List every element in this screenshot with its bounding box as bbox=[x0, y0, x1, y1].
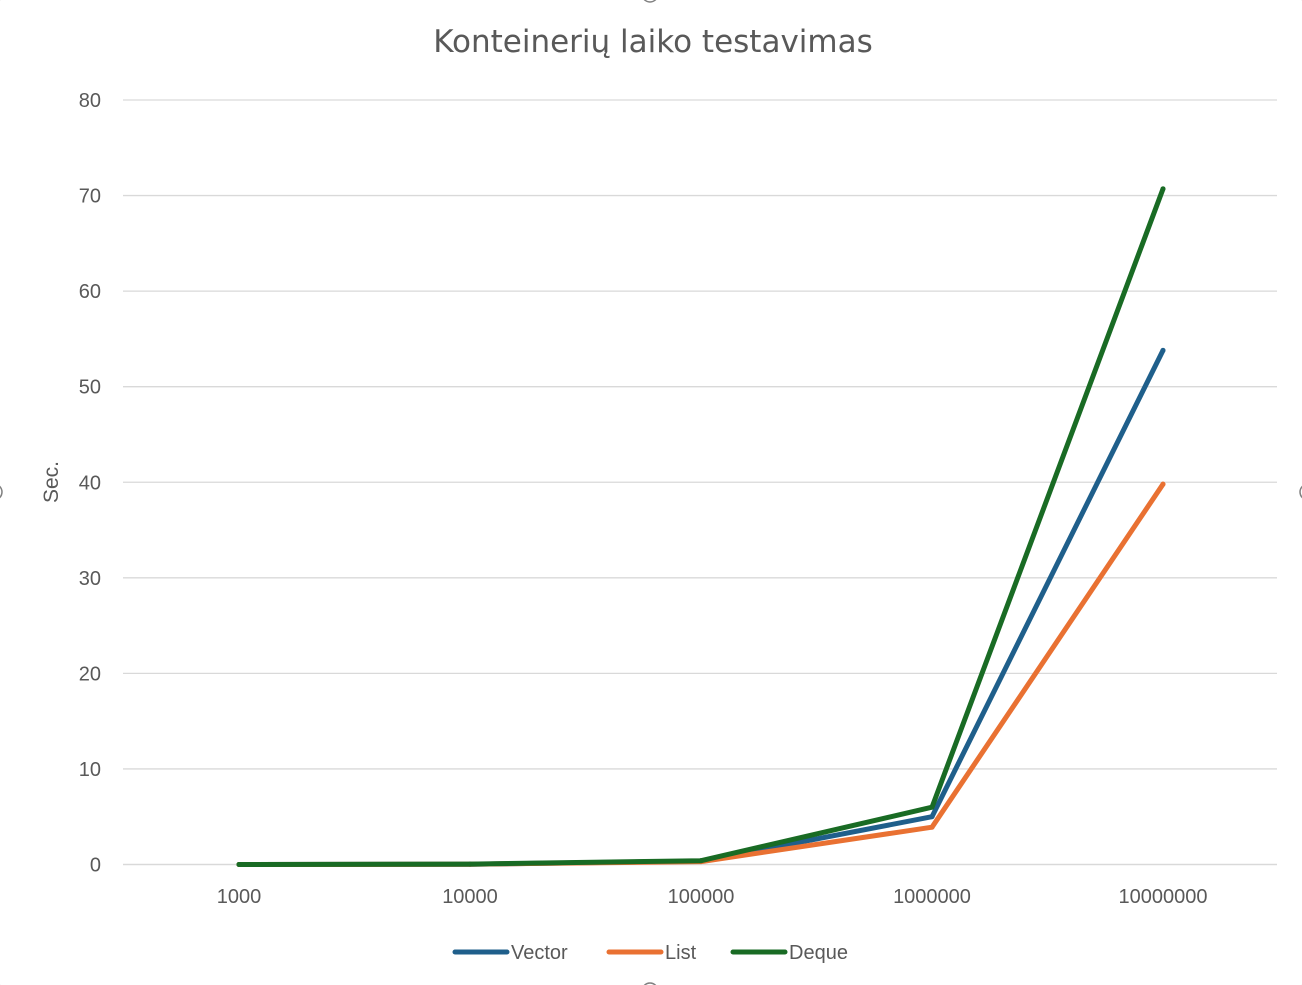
x-tick-label-100000: 100000 bbox=[668, 886, 735, 908]
data-point-vector-10000000[interactable] bbox=[1160, 347, 1166, 353]
y-tick-label-40: 40 bbox=[79, 472, 101, 494]
selection-handle-top[interactable] bbox=[642, 0, 658, 3]
legend-item-deque[interactable]: Deque bbox=[730, 942, 848, 964]
series-line-vector[interactable] bbox=[236, 347, 1166, 867]
y-tick-label-70: 70 bbox=[79, 186, 101, 208]
series-line-deque[interactable] bbox=[236, 186, 1166, 867]
legend-item-vector[interactable]: Vector bbox=[452, 942, 568, 964]
data-point-deque-10000[interactable] bbox=[467, 861, 473, 867]
data-point-list-10000000[interactable] bbox=[1160, 481, 1166, 487]
x-tick-label-1000000: 1000000 bbox=[893, 886, 971, 908]
y-tick-label-60: 60 bbox=[79, 281, 101, 303]
y-tick-label-30: 30 bbox=[79, 568, 101, 590]
selection-handle-bottom[interactable] bbox=[642, 982, 658, 985]
y-tick-label-20: 20 bbox=[79, 663, 101, 685]
y-tick-label-50: 50 bbox=[79, 377, 101, 399]
selection-handle-left[interactable] bbox=[0, 484, 3, 500]
x-axis-ticks: 1000 10000 100000 1000000 10000000 bbox=[217, 886, 1208, 908]
data-point-list-1000000[interactable] bbox=[929, 824, 935, 830]
plot-series bbox=[236, 186, 1166, 867]
y-axis-ticks: 0 10 20 30 40 50 60 70 80 bbox=[79, 90, 101, 877]
y-tick-label-10: 10 bbox=[79, 759, 101, 781]
x-tick-label-10000000: 10000000 bbox=[1119, 886, 1208, 908]
selection-handle-top-left[interactable] bbox=[0, 0, 2, 2]
series-line-list[interactable] bbox=[236, 481, 1166, 867]
data-point-deque-10000000[interactable] bbox=[1160, 186, 1166, 192]
legend[interactable]: Vector List Deque bbox=[452, 942, 848, 964]
data-point-deque-100000[interactable] bbox=[698, 858, 704, 864]
legend-label-vector: Vector bbox=[511, 942, 568, 964]
legend-label-list: List bbox=[665, 942, 697, 964]
y-tick-label-0: 0 bbox=[90, 855, 101, 877]
legend-label-deque: Deque bbox=[789, 942, 848, 964]
data-point-vector-1000000[interactable] bbox=[929, 814, 935, 820]
data-point-deque-1000[interactable] bbox=[236, 862, 242, 867]
data-point-deque-1000000[interactable] bbox=[929, 804, 935, 810]
gridlines bbox=[123, 99, 1277, 866]
x-tick-label-10000: 10000 bbox=[442, 886, 498, 908]
selection-handle-right[interactable] bbox=[1299, 484, 1302, 500]
y-axis-label[interactable]: Sec. bbox=[40, 461, 63, 503]
legend-item-list[interactable]: List bbox=[606, 942, 697, 964]
chart-title[interactable]: Konteinerių laiko testavimas bbox=[433, 24, 873, 60]
y-tick-label-80: 80 bbox=[79, 90, 101, 112]
x-tick-label-1000: 1000 bbox=[217, 886, 262, 908]
